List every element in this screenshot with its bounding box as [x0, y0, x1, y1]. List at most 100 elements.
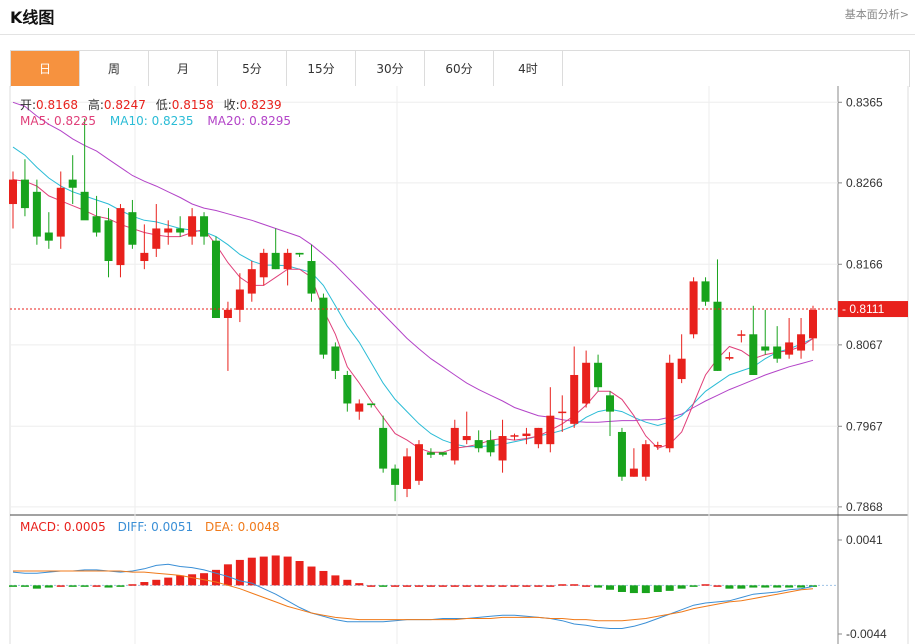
- macd-bar: [797, 585, 806, 588]
- candle-body: [606, 395, 615, 412]
- candle-body: [367, 403, 376, 406]
- candle-body: [761, 346, 770, 351]
- macd-bar: [773, 585, 782, 588]
- tab-30min[interactable]: 30分: [356, 51, 425, 86]
- candle-body: [713, 301, 722, 371]
- macd-bar: [725, 585, 734, 589]
- candle-body: [140, 252, 149, 262]
- ma20-value: MA20: 0.8295: [207, 114, 292, 128]
- candle-body: [211, 240, 220, 319]
- macd-bar: [426, 585, 435, 587]
- macd-bar: [176, 575, 185, 586]
- candle-body: [92, 216, 101, 233]
- candle-body: [56, 187, 65, 237]
- macd-bar: [689, 585, 698, 587]
- macd-bar: [80, 585, 89, 587]
- candle-body: [9, 179, 17, 205]
- candle-body: [343, 374, 352, 404]
- macd-bar: [92, 585, 101, 587]
- candle-body: [629, 468, 638, 477]
- ma10-line: [12, 146, 814, 448]
- macd-bar: [152, 579, 161, 586]
- candle-body: [247, 269, 256, 294]
- macd-bar: [68, 585, 77, 587]
- candle-body: [379, 427, 388, 469]
- candle-body: [474, 440, 483, 449]
- candle-body: [797, 334, 806, 351]
- header-divider: [0, 34, 915, 35]
- macd-bar: [379, 585, 388, 587]
- candle-body: [68, 179, 77, 188]
- dea-line: [13, 570, 814, 622]
- candle-body: [283, 252, 292, 270]
- candle-body: [331, 346, 340, 371]
- macd-bar: [414, 585, 423, 587]
- macd-bar: [319, 570, 328, 586]
- macd-readout: MACD: 0.0005 DIFF: 0.0051 DEA: 0.0048: [20, 520, 280, 534]
- candle-body: [498, 436, 507, 461]
- fundamental-analysis-link[interactable]: 基本面分析>: [844, 8, 909, 21]
- candle-body: [20, 179, 29, 209]
- macd-bar: [629, 585, 638, 594]
- tab-month[interactable]: 月: [149, 51, 218, 86]
- candle-body: [188, 216, 197, 237]
- candle-body: [391, 468, 400, 485]
- macd-bar: [44, 585, 53, 588]
- macd-bar: [558, 584, 567, 586]
- candle-body: [653, 444, 662, 447]
- macd-bar: [20, 585, 29, 587]
- candle-body: [462, 436, 471, 441]
- candle-body: [677, 358, 686, 380]
- macd-bar: [498, 585, 507, 587]
- macd-bar: [140, 582, 149, 586]
- candle-body: [271, 252, 280, 270]
- tab-day[interactable]: 日: [11, 51, 80, 86]
- low-label: 低:: [155, 98, 172, 112]
- candle-body: [200, 216, 209, 237]
- candle-body: [426, 452, 435, 455]
- macd-bar: [522, 585, 531, 587]
- candle-body: [176, 228, 185, 233]
- macd-value: MACD: 0.0005: [20, 520, 106, 534]
- macd-bar: [367, 585, 376, 587]
- macd-bar: [486, 585, 495, 587]
- macd-bar: [56, 585, 65, 587]
- candle-body: [809, 309, 817, 339]
- macd-bar: [307, 566, 316, 586]
- candle-body: [594, 362, 603, 388]
- macd-bar: [570, 584, 579, 586]
- macd-bar: [546, 585, 555, 587]
- candle-body: [510, 435, 519, 437]
- macd-bar: [32, 585, 41, 589]
- macd-bar: [331, 575, 340, 586]
- macd-bar: [271, 555, 280, 586]
- candle-body: [80, 191, 89, 221]
- candle-body: [689, 281, 698, 335]
- macd-bar: [283, 556, 292, 586]
- candle-body: [104, 220, 113, 262]
- low-value: 0.8158: [171, 98, 214, 112]
- candle-body: [152, 228, 161, 249]
- candle-body: [773, 346, 782, 359]
- macd-bar: [713, 585, 722, 587]
- tab-15min[interactable]: 15分: [287, 51, 356, 86]
- tab-4hour[interactable]: 4时: [494, 51, 563, 86]
- macd-bar: [809, 585, 817, 587]
- tab-5min[interactable]: 5分: [218, 51, 287, 86]
- current-price-badge: [838, 301, 908, 318]
- macd-bar: [188, 574, 197, 586]
- candle-body: [582, 362, 591, 404]
- ma5-value: MA5: 0.8225: [20, 114, 97, 128]
- candle-body: [438, 452, 447, 455]
- tab-week[interactable]: 周: [80, 51, 149, 86]
- page-title: K线图: [10, 8, 55, 27]
- candle-body: [32, 191, 41, 237]
- tab-60min[interactable]: 60分: [425, 51, 494, 86]
- price-tick-label: 0.8266: [846, 176, 883, 190]
- candle-body: [355, 403, 364, 412]
- macd-bar: [785, 585, 794, 588]
- macd-bar: [749, 585, 758, 588]
- macd-bar: [677, 585, 686, 589]
- candle-body: [223, 309, 232, 319]
